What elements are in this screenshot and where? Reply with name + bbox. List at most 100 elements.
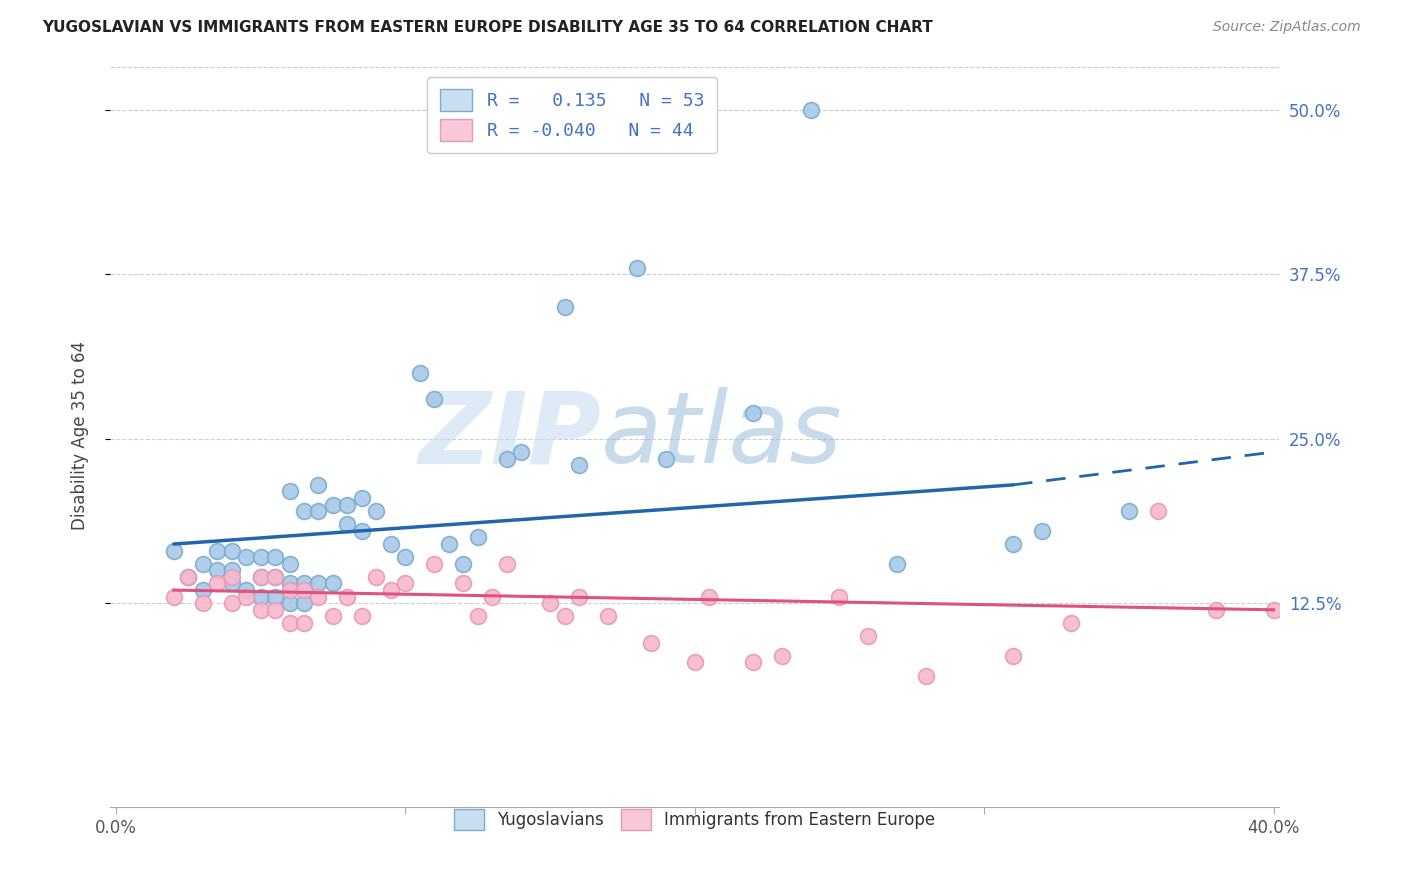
Point <box>292 504 315 518</box>
Point <box>799 103 821 117</box>
Point <box>278 583 301 598</box>
Point <box>292 576 315 591</box>
Point <box>350 524 373 538</box>
Point <box>308 478 330 492</box>
Point <box>568 458 591 472</box>
Point <box>451 576 474 591</box>
Point <box>886 557 908 571</box>
Point <box>828 590 851 604</box>
Point <box>1118 504 1140 518</box>
Point <box>235 583 257 598</box>
Point <box>292 596 315 610</box>
Point <box>278 615 301 630</box>
Point <box>770 648 793 663</box>
Point <box>495 451 517 466</box>
Point <box>292 583 315 598</box>
Point <box>626 260 648 275</box>
Point <box>858 629 880 643</box>
Text: atlas: atlas <box>602 387 842 484</box>
Point <box>423 557 446 571</box>
Point <box>221 596 243 610</box>
Point <box>655 451 678 466</box>
Point <box>278 557 301 571</box>
Point <box>278 596 301 610</box>
Point <box>221 543 243 558</box>
Point <box>350 491 373 505</box>
Point <box>380 537 402 551</box>
Point <box>249 590 271 604</box>
Text: YUGOSLAVIAN VS IMMIGRANTS FROM EASTERN EUROPE DISABILITY AGE 35 TO 64 CORRELATIO: YUGOSLAVIAN VS IMMIGRANTS FROM EASTERN E… <box>42 20 934 35</box>
Point <box>596 609 619 624</box>
Point <box>264 590 287 604</box>
Point <box>308 576 330 591</box>
Point <box>394 550 416 565</box>
Point <box>308 590 330 604</box>
Point <box>1147 504 1170 518</box>
Point <box>1060 615 1083 630</box>
Point <box>205 576 228 591</box>
Point <box>177 570 200 584</box>
Point <box>249 570 271 584</box>
Point <box>1002 648 1025 663</box>
Point <box>235 550 257 565</box>
Point <box>336 590 359 604</box>
Point <box>1263 603 1285 617</box>
Point <box>191 557 214 571</box>
Point <box>409 366 432 380</box>
Point <box>495 557 517 571</box>
Point <box>278 484 301 499</box>
Point <box>437 537 460 551</box>
Point <box>308 504 330 518</box>
Point <box>191 596 214 610</box>
Point <box>264 550 287 565</box>
Point <box>292 615 315 630</box>
Point <box>264 570 287 584</box>
Point <box>697 590 720 604</box>
Point <box>322 576 344 591</box>
Point <box>538 596 561 610</box>
Point <box>191 583 214 598</box>
Point <box>235 590 257 604</box>
Point <box>163 590 186 604</box>
Point <box>205 563 228 577</box>
Point <box>380 583 402 598</box>
Point <box>163 543 186 558</box>
Point <box>366 504 388 518</box>
Point <box>568 590 591 604</box>
Text: ZIP: ZIP <box>418 387 602 484</box>
Point <box>336 498 359 512</box>
Point <box>423 392 446 407</box>
Point <box>322 609 344 624</box>
Point <box>350 609 373 624</box>
Point <box>467 609 489 624</box>
Point <box>336 517 359 532</box>
Point <box>510 445 533 459</box>
Point <box>221 576 243 591</box>
Point <box>481 590 503 604</box>
Text: Source: ZipAtlas.com: Source: ZipAtlas.com <box>1213 20 1361 34</box>
Point <box>915 668 938 682</box>
Point <box>741 656 763 670</box>
Point <box>278 576 301 591</box>
Point <box>221 563 243 577</box>
Point <box>451 557 474 571</box>
Point <box>322 498 344 512</box>
Point <box>221 570 243 584</box>
Point <box>553 301 575 315</box>
Point <box>741 405 763 419</box>
Point <box>1002 537 1025 551</box>
Point <box>467 531 489 545</box>
Point <box>683 656 706 670</box>
Point <box>264 603 287 617</box>
Point <box>264 570 287 584</box>
Point <box>249 550 271 565</box>
Point <box>205 543 228 558</box>
Point <box>249 603 271 617</box>
Point <box>394 576 416 591</box>
Point <box>640 635 662 649</box>
Y-axis label: Disability Age 35 to 64: Disability Age 35 to 64 <box>72 341 89 530</box>
Legend: Yugoslavians, Immigrants from Eastern Europe: Yugoslavians, Immigrants from Eastern Eu… <box>444 799 945 839</box>
Point <box>177 570 200 584</box>
Point <box>366 570 388 584</box>
Point <box>553 609 575 624</box>
